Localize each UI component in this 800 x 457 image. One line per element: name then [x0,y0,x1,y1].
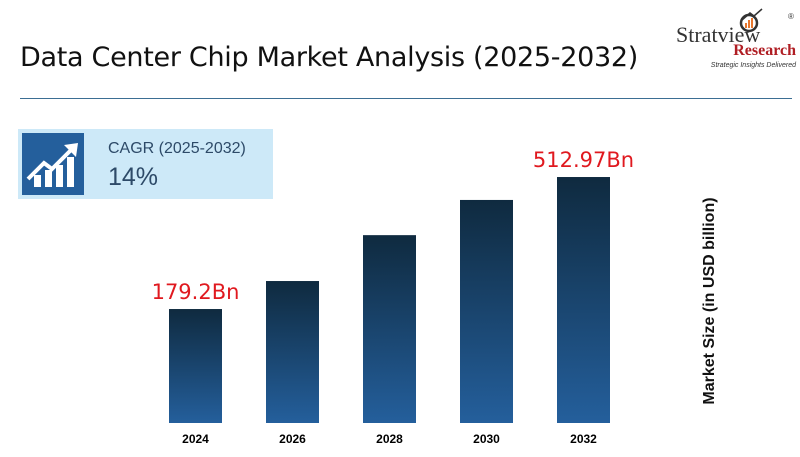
logo-registered: ® [788,12,794,21]
bar-2030 [460,199,513,423]
bar-2028 [363,235,416,423]
logo-sub: Research [733,42,796,59]
growth-chart-icon [22,133,84,195]
x-tick-label: 2032 [570,432,597,446]
data-label: 179.2Bn [152,280,240,304]
divider [20,98,792,99]
stratview-logo: Stratview ® Research Strategic Insights … [676,8,798,69]
cagr-box: CAGR (2025-2032) 14% [18,129,273,199]
cagr-value: 14% [108,163,159,191]
page-title: Data Center Chip Market Analysis (2025-2… [20,42,638,73]
x-tick-label: 2024 [182,432,209,446]
x-tick-label: 2028 [376,432,403,446]
data-label: 512.97Bn [533,148,634,172]
x-tick-label: 2030 [473,432,500,446]
x-tick-label: 2026 [279,432,306,446]
bar-2024 [169,309,222,423]
cagr-label: CAGR (2025-2032) [108,140,246,157]
logo-tagline: Strategic Insights Delivered [710,62,796,69]
magnifier-logo-icon [739,8,763,33]
bar-2026 [266,281,319,423]
bar-2032 [557,177,610,423]
logo-brand: Stratview [676,22,761,47]
y-axis-label: Market Size (in USD billion) [701,197,718,405]
